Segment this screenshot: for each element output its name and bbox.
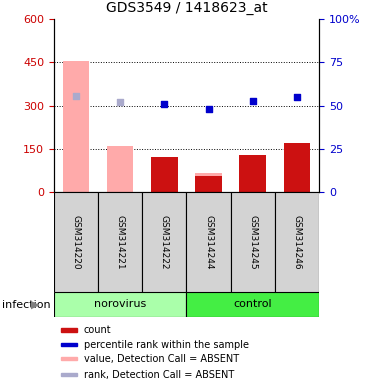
Text: GSM314221: GSM314221	[116, 215, 125, 269]
Text: ▶: ▶	[31, 300, 39, 310]
Text: GSM314244: GSM314244	[204, 215, 213, 269]
Bar	[284, 143, 310, 192]
Text: count: count	[84, 326, 111, 336]
Text: GSM314245: GSM314245	[248, 215, 257, 269]
Text: norovirus: norovirus	[94, 299, 146, 310]
Bar	[151, 157, 178, 192]
Text: GSM314222: GSM314222	[160, 215, 169, 269]
Bar	[61, 357, 77, 360]
Text: GSM314220: GSM314220	[71, 215, 81, 269]
Bar	[186, 192, 231, 292]
Point	[250, 98, 256, 104]
Point	[206, 106, 211, 112]
Text: percentile rank within the sample: percentile rank within the sample	[84, 340, 249, 350]
Bar	[195, 173, 222, 192]
Bar	[54, 292, 186, 317]
Bar	[195, 176, 222, 192]
Bar	[275, 192, 319, 292]
Text: value, Detection Call = ABSENT: value, Detection Call = ABSENT	[84, 354, 239, 364]
Bar	[239, 155, 266, 192]
Text: control: control	[233, 299, 272, 310]
Point	[161, 101, 167, 107]
Bar	[231, 192, 275, 292]
Point	[294, 94, 300, 100]
Text: rank, Detection Call = ABSENT: rank, Detection Call = ABSENT	[84, 370, 234, 380]
Bar	[61, 343, 77, 346]
Title: GDS3549 / 1418623_at: GDS3549 / 1418623_at	[106, 2, 267, 15]
Point	[73, 93, 79, 99]
Text: infection: infection	[2, 300, 50, 310]
Point	[117, 99, 123, 105]
Bar	[186, 292, 319, 317]
Bar	[107, 147, 134, 192]
Text: GSM314246: GSM314246	[292, 215, 302, 269]
Bar	[61, 373, 77, 376]
Bar	[63, 61, 89, 192]
Bar	[54, 192, 98, 292]
Bar	[61, 328, 77, 331]
Bar	[98, 192, 142, 292]
Bar	[142, 192, 186, 292]
